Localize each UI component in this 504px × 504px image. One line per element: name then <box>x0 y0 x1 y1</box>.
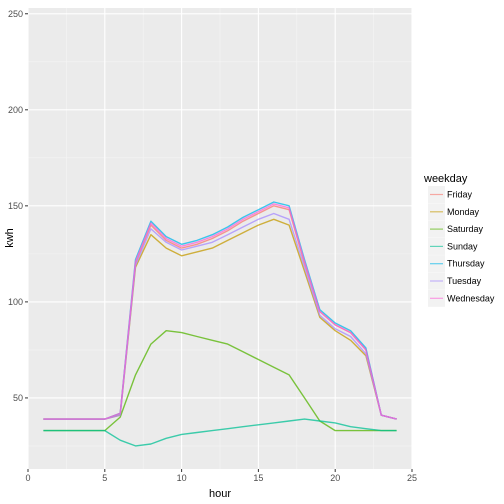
legend-label-wednesday: Wednesday <box>447 293 495 303</box>
y-tick-label: 150 <box>8 201 23 211</box>
y-axis-ticks: 50 100 150 200 250 <box>8 9 28 403</box>
series-line-thursday <box>43 201 397 420</box>
gridlines <box>27 8 413 469</box>
series-lines <box>43 201 397 447</box>
y-tick-label: 250 <box>8 9 23 19</box>
legend-label-tuesday: Tuesday <box>447 276 482 286</box>
series-line-sunday <box>43 418 397 447</box>
legend-label-thursday: Thursday <box>447 259 485 269</box>
y-axis-title: kwh <box>4 228 16 248</box>
series-line-tuesday <box>43 212 397 420</box>
legend-label-monday: Monday <box>447 207 480 217</box>
x-axis-title: hour <box>209 488 231 500</box>
legend-label-sunday: Sunday <box>447 241 478 251</box>
legend-items: Friday Monday Saturday Sunday Thursday Tuesda… <box>428 186 495 307</box>
x-tick-label: 0 <box>25 473 30 483</box>
x-tick-label: 20 <box>330 473 340 483</box>
y-tick-label: 50 <box>13 393 23 403</box>
legend-label-friday: Friday <box>447 190 473 200</box>
series-line-monday <box>43 218 397 420</box>
x-tick-label: 25 <box>407 473 417 483</box>
legend-title: weekday <box>423 173 468 185</box>
legend-label-saturday: Saturday <box>447 224 484 234</box>
x-tick-label: 15 <box>253 473 263 483</box>
series-line-wednesday <box>43 203 397 420</box>
y-tick-label: 100 <box>8 297 23 307</box>
x-tick-label: 5 <box>102 473 107 483</box>
legend: weekday Friday Monday Saturday Sunday Thursd… <box>423 173 495 307</box>
x-axis-ticks: 0 5 10 15 20 25 <box>25 469 417 483</box>
x-tick-label: 10 <box>177 473 187 483</box>
series-line-saturday <box>43 330 397 432</box>
y-tick-label: 200 <box>8 105 23 115</box>
